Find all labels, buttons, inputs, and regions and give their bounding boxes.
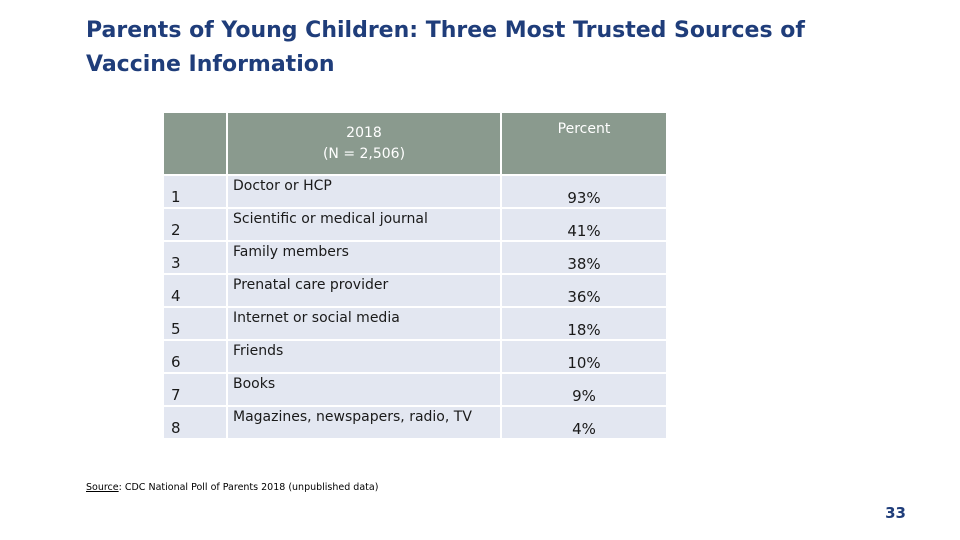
source-cell: Doctor or HCP [227, 174, 502, 208]
trusted-sources-table: 2018 (N = 2,506) Percent 1 Doctor or HCP… [164, 113, 666, 438]
rank-cell: 1 [164, 174, 228, 208]
rank-cell: 3 [164, 240, 228, 274]
source-footnote: Source: CDC National Poll of Parents 201… [86, 482, 378, 493]
rank-cell: 4 [164, 273, 228, 307]
table-row: 4 Prenatal care provider 36% [164, 273, 666, 307]
footnote-text: : CDC National Poll of Parents 2018 (unp… [118, 482, 379, 493]
header-year: 2018 (N = 2,506) [227, 113, 502, 175]
rank-cell: 8 [164, 405, 228, 438]
table-row: 6 Friends 10% [164, 339, 666, 373]
percent-cell: 10% [501, 339, 666, 373]
table-header-row: 2018 (N = 2,506) Percent [164, 113, 666, 175]
footnote-label: Source [86, 482, 119, 493]
source-cell: Friends [227, 339, 502, 373]
rank-cell: 5 [164, 306, 228, 340]
source-cell: Scientific or medical journal [227, 207, 502, 241]
header-year-label: 2018 [346, 124, 382, 141]
table-row: 3 Family members 38% [164, 240, 666, 274]
percent-cell: 9% [501, 372, 666, 406]
rank-cell: 7 [164, 372, 228, 406]
source-cell: Family members [227, 240, 502, 274]
source-cell: Books [227, 372, 502, 406]
rank-cell: 6 [164, 339, 228, 373]
percent-cell: 36% [501, 273, 666, 307]
table-row: 2 Scientific or medical journal 41% [164, 207, 666, 241]
percent-cell: 93% [501, 174, 666, 208]
header-percent: Percent [501, 113, 666, 175]
header-sample-size: (N = 2,506) [322, 145, 406, 162]
table-row: 1 Doctor or HCP 93% [164, 174, 666, 208]
percent-cell: 38% [501, 240, 666, 274]
source-cell: Magazines, newspapers, radio, TV [227, 405, 502, 438]
source-cell: Prenatal care provider [227, 273, 502, 307]
percent-cell: 41% [501, 207, 666, 241]
rank-cell: 2 [164, 207, 228, 241]
header-rank [164, 113, 228, 175]
percent-cell: 4% [501, 405, 666, 438]
table-row: 5 Internet or social media 18% [164, 306, 666, 340]
page-number: 33 [885, 504, 906, 522]
source-cell: Internet or social media [227, 306, 502, 340]
slide-title: Parents of Young Children: Three Most Tr… [86, 18, 805, 77]
percent-cell: 18% [501, 306, 666, 340]
table-row: 7 Books 9% [164, 372, 666, 406]
table-row: 8 Magazines, newspapers, radio, TV 4% [164, 405, 666, 438]
